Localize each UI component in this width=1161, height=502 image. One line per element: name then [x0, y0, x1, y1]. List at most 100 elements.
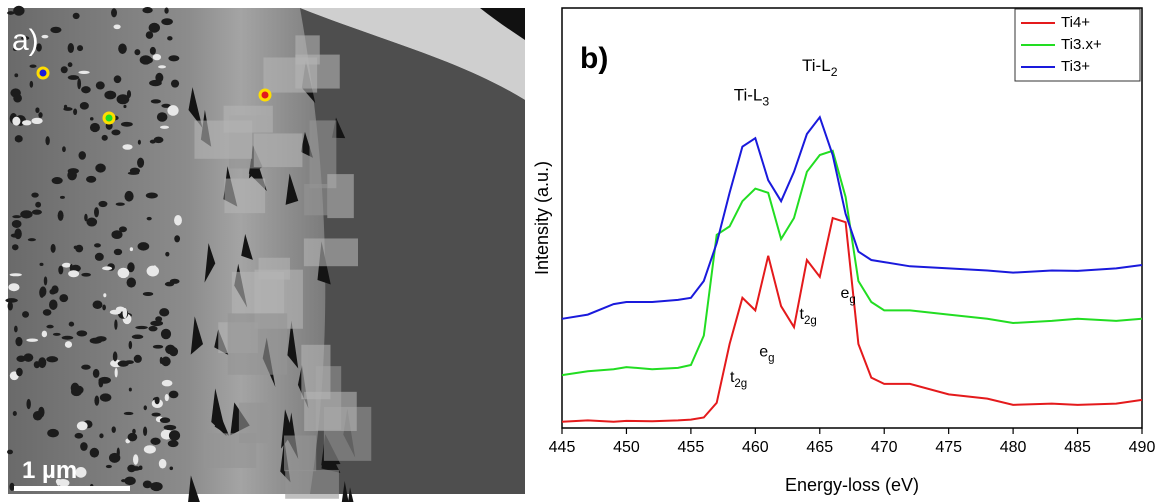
pore: [49, 299, 58, 310]
pore: [143, 426, 147, 436]
grain: [254, 133, 303, 167]
pore: [100, 393, 112, 401]
pore: [122, 144, 132, 150]
pore: [12, 215, 21, 218]
pore: [95, 336, 106, 342]
pore: [94, 243, 101, 247]
pore: [111, 130, 120, 136]
pore: [138, 242, 150, 250]
pore: [26, 339, 38, 342]
grain: [259, 258, 290, 280]
pore: [76, 330, 87, 336]
pore: [5, 298, 17, 303]
pore: [117, 94, 130, 104]
pore: [58, 266, 63, 275]
x-tick-label: 465: [806, 439, 833, 456]
pore: [152, 413, 161, 417]
x-tick-label: 485: [1064, 439, 1091, 456]
pore: [161, 329, 171, 340]
pore: [121, 122, 133, 127]
pore: [150, 47, 156, 55]
pore: [147, 266, 159, 277]
pore: [28, 238, 36, 241]
pore: [138, 140, 141, 145]
chart: 445450455460465470475480485490Energy-los…: [531, 0, 1161, 502]
pore: [114, 319, 117, 330]
pore: [98, 378, 103, 387]
pore: [160, 126, 169, 129]
annotation-sub: g: [849, 294, 855, 306]
pore: [103, 293, 106, 297]
pore: [132, 335, 144, 339]
pore: [129, 388, 132, 392]
pore: [116, 202, 125, 205]
series-line: [562, 151, 1142, 375]
pore: [52, 177, 63, 184]
pore: [116, 306, 125, 311]
pore: [73, 109, 77, 115]
pore: [77, 421, 88, 430]
pore: [46, 325, 53, 329]
pore: [15, 337, 22, 346]
pore: [78, 71, 89, 74]
pore: [153, 345, 163, 349]
pore: [159, 459, 167, 469]
annotation-text: e: [840, 285, 849, 302]
pore: [44, 276, 48, 285]
pore: [123, 105, 126, 108]
annotation: t2g: [730, 369, 747, 390]
grain: [304, 392, 357, 431]
pore: [23, 353, 33, 361]
grain: [304, 184, 328, 215]
pore: [159, 308, 169, 316]
pore: [68, 62, 73, 67]
pore: [14, 228, 21, 239]
pore: [102, 135, 108, 141]
pore: [150, 482, 163, 491]
pore: [144, 445, 156, 453]
pore: [134, 49, 140, 55]
pore: [40, 286, 47, 296]
pore: [111, 8, 117, 17]
point-red: [260, 90, 270, 100]
pore: [90, 123, 100, 132]
pore: [65, 341, 72, 348]
pore: [161, 18, 173, 25]
pore: [124, 191, 133, 202]
pore: [8, 302, 13, 311]
pore: [50, 27, 61, 33]
pore: [26, 399, 30, 409]
pore: [41, 35, 48, 38]
pore: [129, 341, 133, 349]
pore: [38, 357, 46, 368]
pore: [102, 305, 106, 311]
pore: [32, 209, 42, 214]
figure: a) 1 µm 445450455460465470475480485490En…: [0, 0, 1161, 502]
pore: [96, 81, 105, 89]
legend-label: Ti3.x+: [1061, 36, 1102, 53]
pore: [68, 75, 80, 80]
pore: [153, 54, 161, 60]
legend-label: Ti3+: [1061, 58, 1090, 75]
pore: [73, 13, 80, 19]
pore: [135, 326, 148, 329]
pore: [81, 86, 91, 93]
pore: [81, 273, 91, 277]
pore: [147, 217, 152, 221]
annotation-text: Ti-L: [802, 56, 831, 75]
pore: [113, 351, 118, 361]
pore: [7, 11, 14, 15]
x-tick-label: 470: [871, 439, 898, 456]
annotation-sub: 3: [762, 94, 769, 108]
grain: [204, 433, 257, 468]
pore: [146, 31, 153, 39]
pore: [90, 448, 99, 458]
pore: [68, 171, 73, 179]
pore: [35, 202, 41, 208]
pore: [58, 210, 64, 220]
pore: [68, 270, 79, 277]
pore: [86, 176, 96, 183]
pore: [15, 135, 23, 142]
pore: [12, 117, 20, 126]
pore: [43, 309, 52, 316]
